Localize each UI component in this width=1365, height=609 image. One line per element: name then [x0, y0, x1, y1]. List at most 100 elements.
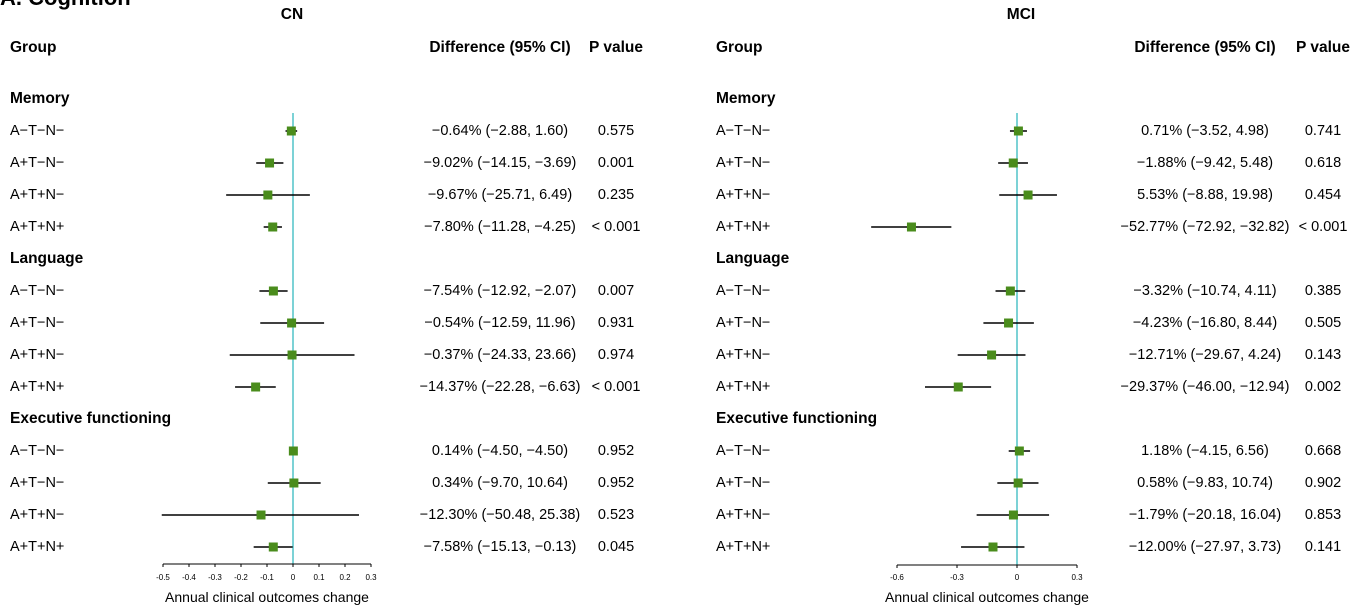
difference-value: 1.18% (−4.15, 6.56)	[1141, 443, 1269, 459]
group-row-label: A−T−N−	[716, 123, 771, 139]
p-value: < 0.001	[1298, 219, 1348, 235]
group-row-label: A+T−N−	[716, 315, 771, 331]
group-column-header: Group	[716, 39, 763, 56]
p-value: 0.001	[597, 155, 635, 171]
p-value: 0.143	[1304, 347, 1342, 363]
difference-value: −1.88% (−9.42, 5.48)	[1136, 155, 1274, 171]
p-value: < 0.001	[591, 379, 641, 395]
difference-value: −9.02% (−14.15, −3.69)	[423, 155, 577, 171]
p-value: 0.505	[1304, 315, 1342, 331]
difference-value: −14.37% (−22.28, −6.63)	[419, 379, 581, 395]
p-value: 0.618	[1304, 155, 1342, 171]
category-heading: Executive functioning	[716, 410, 878, 427]
p-value: 0.741	[1304, 123, 1342, 139]
category-heading: Memory	[716, 90, 776, 107]
category-heading: Language	[10, 250, 84, 267]
figure-title: A. Cognition	[0, 0, 131, 9]
estimate-marker	[906, 222, 916, 232]
estimate-marker	[987, 350, 997, 360]
difference-value: 0.14% (−4.50, −4.50)	[431, 443, 569, 459]
estimate-marker	[1014, 446, 1024, 456]
difference-value: −52.77% (−72.92, −32.82)	[1120, 219, 1290, 235]
category-heading: Language	[716, 250, 790, 267]
difference-value: −12.30% (−50.48, 25.38)	[419, 507, 581, 523]
p-value: 0.007	[597, 283, 635, 299]
p-value: 0.952	[597, 475, 635, 491]
p-value: 0.974	[597, 347, 635, 363]
difference-value: −0.54% (−12.59, 11.96)	[424, 315, 576, 331]
group-row-label: A+T+N+	[10, 539, 65, 555]
group-row-label: A+T−N−	[10, 475, 65, 491]
group-row-label: A+T+N+	[716, 379, 771, 395]
p-value: 0.952	[597, 443, 635, 459]
group-row-label: A+T+N+	[10, 219, 65, 235]
difference-value: −4.23% (−16.80, 8.44)	[1132, 315, 1278, 331]
p-value: 0.385	[1304, 283, 1342, 299]
difference-column-header: Difference (95% CI)	[429, 39, 571, 56]
difference-value: −7.54% (−12.92, −2.07)	[423, 283, 577, 299]
group-row-label: A−T−N−	[10, 283, 65, 299]
group-row-label: A+T+N−	[716, 347, 771, 363]
difference-value: 0.58% (−9.83, 10.74)	[1137, 475, 1273, 491]
estimate-marker	[1005, 286, 1015, 296]
estimate-marker	[953, 382, 963, 392]
estimate-marker	[1013, 478, 1023, 488]
p-value-column-header: P value	[588, 39, 644, 56]
estimate-marker	[1008, 158, 1018, 168]
group-column-header: Group	[10, 39, 57, 56]
difference-value: −3.32% (−10.74, 4.11)	[1133, 283, 1277, 299]
x-axis-title: Annual clinical outcomes change	[885, 589, 1089, 605]
group-row-label: A+T+N+	[10, 379, 65, 395]
x-tick-label: -0.6	[890, 573, 904, 582]
ci-lines	[871, 130, 1057, 548]
p-value: 0.002	[1304, 379, 1342, 395]
panel-title-cn: CN	[280, 6, 304, 23]
difference-value: −12.00% (−27.97, 3.73)	[1128, 539, 1282, 555]
group-row-label: A−T−N−	[716, 443, 771, 459]
group-row-label: A+T+N−	[10, 507, 65, 523]
p-value: 0.853	[1304, 507, 1342, 523]
difference-value: 0.34% (−9.70, 10.64)	[432, 475, 568, 491]
x-tick-label: 0	[1015, 573, 1020, 582]
difference-value: −9.67% (−25.71, 6.49)	[427, 187, 573, 203]
p-value-column-header: P value	[1295, 39, 1351, 56]
x-tick-label: -0.3	[950, 573, 964, 582]
estimate-marker	[1004, 318, 1014, 328]
group-row-label: A+T+N+	[716, 539, 771, 555]
group-row-label: A+T−N−	[716, 155, 771, 171]
category-heading: Executive functioning	[10, 410, 172, 427]
estimate-marker	[1013, 126, 1023, 136]
group-row-label: A−T−N−	[10, 123, 65, 139]
estimate-markers	[906, 126, 1033, 552]
panel-title-mci: MCI	[1006, 6, 1036, 23]
difference-value: −7.80% (−11.28, −4.25)	[424, 219, 576, 235]
difference-value: −7.58% (−15.13, −0.13)	[423, 539, 577, 555]
group-row-label: A+T−N−	[716, 475, 771, 491]
p-value: 0.931	[597, 315, 635, 331]
group-row-label: A+T+N−	[716, 507, 771, 523]
p-value: 0.902	[1304, 475, 1342, 491]
group-row-label: A−T−N−	[10, 443, 65, 459]
p-value: 0.575	[597, 123, 635, 139]
p-value: 0.235	[597, 187, 635, 203]
p-value: 0.523	[597, 507, 635, 523]
group-row-label: A+T−N−	[10, 155, 65, 171]
x-axis-title: Annual clinical outcomes change	[165, 589, 369, 605]
group-row-label: A+T+N−	[10, 187, 65, 203]
group-row-label: A+T−N−	[10, 315, 65, 331]
difference-value: −12.71% (−29.67, 4.24)	[1128, 347, 1282, 363]
p-value: 0.141	[1304, 539, 1342, 555]
group-row-label: A+T+N−	[716, 187, 771, 203]
difference-value: −0.37% (−24.33, 23.66)	[423, 347, 577, 363]
estimate-marker	[988, 542, 998, 552]
difference-value: 5.53% (−8.88, 19.98)	[1137, 187, 1273, 203]
p-value: < 0.001	[591, 219, 641, 235]
difference-value: −29.37% (−46.00, −12.94)	[1120, 379, 1290, 395]
difference-value: 0.71% (−3.52, 4.98)	[1141, 123, 1269, 139]
p-value: 0.668	[1304, 443, 1342, 459]
group-row-label: A−T−N−	[716, 283, 771, 299]
x-tick-label: 0.3	[1071, 573, 1083, 582]
category-heading: Memory	[10, 90, 70, 107]
